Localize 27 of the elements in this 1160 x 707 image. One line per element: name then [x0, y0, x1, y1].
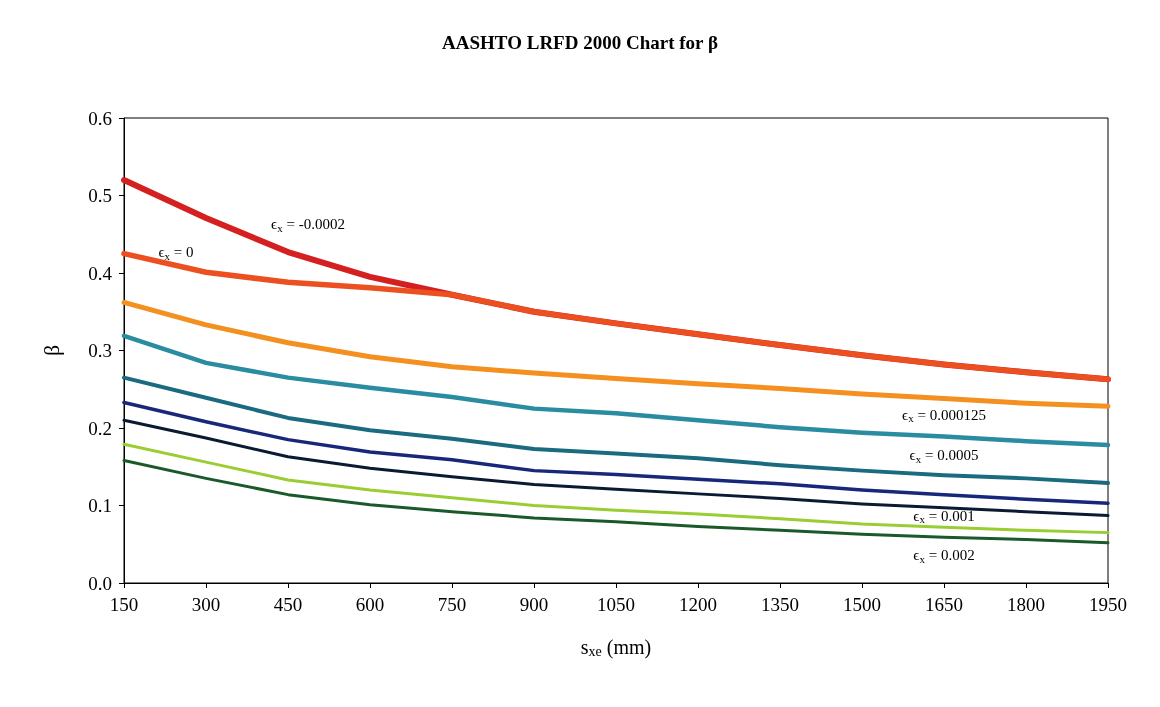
y-tick-label: 0.1: [88, 495, 112, 516]
x-tick-label: 1200: [679, 594, 717, 615]
x-tick-label: 450: [273, 594, 303, 615]
x-tick-label: 750: [437, 594, 467, 615]
y-tick-label: 0.2: [88, 417, 112, 439]
x-tick-label: 900: [519, 594, 549, 615]
x-tick-label: 1650: [925, 594, 963, 615]
chart-title: AASHTO LRFD 2000 Chart for β: [442, 32, 718, 53]
x-tick-label: 150: [109, 594, 139, 615]
x-tick-label: 1500: [843, 594, 881, 615]
y-tick-label: 0.5: [88, 185, 112, 206]
y-tick-label: 0.0: [88, 572, 112, 594]
x-tick-label: 1950: [1089, 594, 1127, 615]
line-series: [122, 442, 1110, 535]
x-tick-label: 1350: [761, 594, 799, 615]
x-tick-label: 1800: [1007, 594, 1045, 615]
y-tick-label: 0.6: [88, 107, 112, 129]
line-series: [121, 333, 1111, 448]
x-tick-label: 300: [191, 594, 221, 615]
line-series: [122, 400, 1110, 505]
x-tick-label: 600: [355, 594, 385, 615]
line-series: [122, 459, 1110, 545]
y-tick-label: 0.3: [88, 340, 112, 361]
y-tick-label: 0.4: [88, 262, 113, 284]
y-axis-title: β: [38, 344, 64, 357]
line-series: [122, 375, 1110, 486]
x-tick-label: 1050: [597, 594, 635, 615]
